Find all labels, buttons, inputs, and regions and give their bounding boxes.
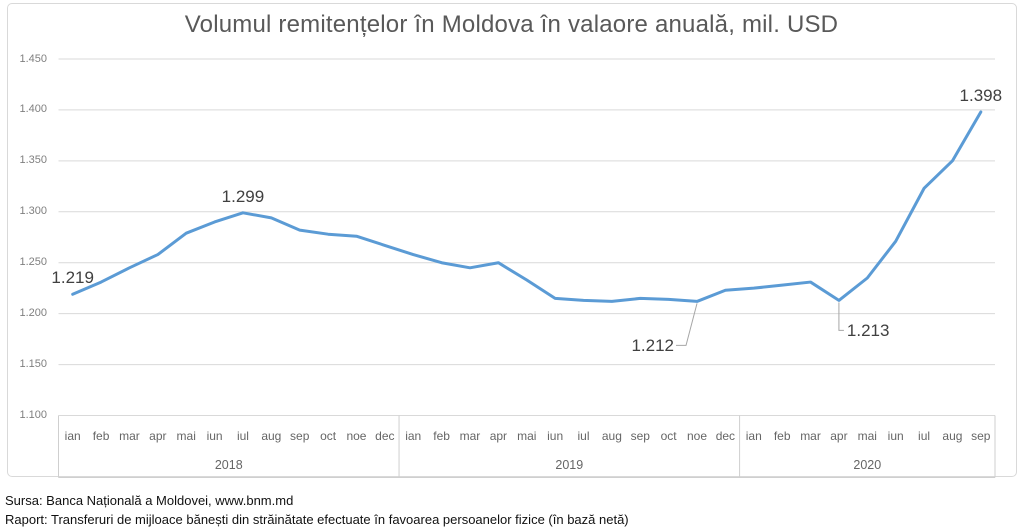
chart-title: Volumul remitențelor în Moldova în valao… [184,11,839,38]
report-note: Raport: Transferuri de mijloace bănești … [5,512,629,527]
source-note: Sursa: Banca Națională a Moldovei, www.b… [5,493,294,508]
chart-footer: Sursa: Banca Națională a Moldovei, www.b… [5,491,1015,529]
